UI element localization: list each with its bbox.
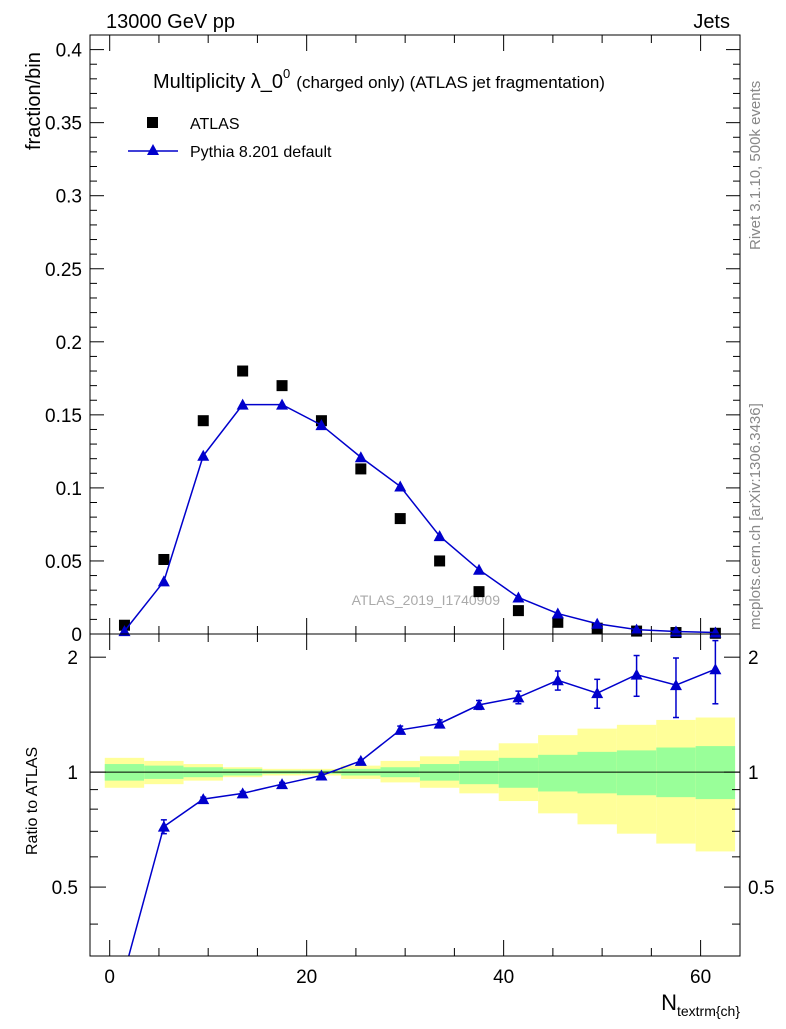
- pythia-data-point: [118, 625, 131, 637]
- header-process: Jets: [693, 11, 730, 33]
- ratio-y-tick-labels: 0.5 0.5 1 1 2 2: [52, 648, 775, 899]
- ratio-data-point: [473, 698, 486, 710]
- atlas-data-point: [276, 380, 288, 392]
- ratio-data-point: [236, 787, 249, 799]
- ratio-data-point: [709, 663, 722, 675]
- main-ticks: [90, 35, 740, 635]
- legend-pythia-label: Pythia 8.201 default: [190, 144, 332, 161]
- pythia-data-point: [197, 449, 210, 461]
- main-marks: [118, 365, 722, 639]
- ratio-data-point: [591, 687, 604, 699]
- ratio-data-point: [433, 717, 446, 729]
- rivet-version-label: Rivet 3.1.10, 500k events: [747, 81, 764, 250]
- ratio-frame: [89, 633, 741, 957]
- pythia-data-point: [394, 480, 407, 492]
- main-y-tick-label: 0.25: [45, 260, 82, 281]
- atlas-data-point: [197, 415, 209, 427]
- ratio-data-point: [551, 674, 564, 686]
- ratio-ticks: [90, 634, 740, 956]
- ratio-y-tick-label-right: 2: [748, 648, 759, 669]
- x-axis-label: Ntextrm{ch}: [661, 990, 740, 1019]
- main-y-tick-label: 0.05: [45, 552, 82, 573]
- ratio-band-inner: [538, 754, 578, 792]
- x-tick-label: 60: [690, 967, 711, 988]
- ratio-line: [127, 668, 716, 956]
- main-y-tick-label: 0.35: [45, 114, 82, 135]
- atlas-data-point: [158, 553, 170, 565]
- legend-atlas-label: ATLAS: [190, 116, 240, 133]
- header-energy: 13000 GeV pp: [106, 11, 235, 33]
- atlas-data-point: [512, 605, 524, 617]
- ratio-data-point: [354, 754, 367, 766]
- atlas-data-point: [552, 616, 564, 628]
- chart-title-superscript: 0: [283, 66, 290, 81]
- ratio-band-inner: [616, 750, 657, 796]
- pythia-data-point: [236, 398, 249, 410]
- ratio-data-point: [276, 778, 289, 790]
- ratio-y-tick-label-right: 1: [748, 763, 759, 784]
- atlas-data-point: [355, 463, 367, 475]
- ratio-marks: [127, 639, 722, 956]
- pythia-data-point: [433, 530, 446, 542]
- pythia-data-point: [512, 591, 525, 603]
- pythia-data-point: [551, 607, 564, 619]
- main-y-tick-label: 0.15: [45, 406, 82, 427]
- legend-pythia-marker: [147, 144, 159, 155]
- ratio-data-point: [197, 793, 210, 805]
- chart-title: Multiplicity λ_00 (charged only) (ATLAS j…: [153, 66, 605, 93]
- x-tick-labels: 0 20 40 60: [104, 967, 711, 988]
- x-tick-label: 20: [296, 967, 317, 988]
- chart-title-main: Multiplicity λ_0: [153, 71, 283, 93]
- main-y-axis-label: fraction/bin: [23, 52, 45, 150]
- main-y-tick-label: 0.4: [56, 41, 83, 62]
- ratio-data-point: [315, 769, 328, 781]
- atlas-data-point: [434, 555, 446, 567]
- pythia-data-point: [157, 575, 170, 587]
- main-y-tick-labels: 0 0.05 0.1 0.15 0.2 0.25 0.3 0.35 0.4: [45, 41, 82, 646]
- atlas-data-point: [473, 586, 485, 598]
- main-panel: fraction/bin Multiplicity λ_00 (charged o…: [23, 34, 741, 646]
- pythia-data-point: [354, 451, 367, 463]
- ratio-band-inner: [498, 757, 539, 788]
- x-axis-label-main: N: [661, 990, 677, 1015]
- chart-title-rest: (charged only) (ATLAS jet fragmentation): [296, 73, 605, 92]
- pythia-data-point: [630, 623, 643, 635]
- ratio-data-point: [512, 691, 525, 703]
- ratio-series-group: [127, 639, 722, 956]
- ratio-data-point: [630, 668, 643, 680]
- atlas-data-point: [237, 365, 249, 377]
- ratio-y-axis-label: Ratio to ATLAS: [24, 747, 41, 855]
- main-y-tick-label: 0.1: [56, 479, 82, 500]
- x-tick-label: 40: [493, 967, 514, 988]
- analysis-watermark: ATLAS_2019_I1740909: [352, 592, 501, 608]
- atlas-data-point: [394, 513, 406, 525]
- ratio-y-tick-label: 0.5: [52, 878, 78, 899]
- pythia-data-point: [315, 419, 328, 431]
- legend: ATLAS Pythia 8.201 default: [128, 116, 332, 161]
- ratio-y-tick-label-right: 0.5: [748, 878, 774, 899]
- ratio-y-tick-label: 2: [67, 648, 78, 669]
- main-frame: [89, 34, 741, 635]
- x-axis-label-sub: textrm{ch}: [677, 1003, 740, 1019]
- ratio-bands: [104, 717, 736, 852]
- ratio-data-point: [394, 723, 407, 735]
- main-y-tick-label: 0.2: [56, 333, 82, 354]
- ratio-y-tick-label: 1: [67, 763, 78, 784]
- ratio-data-point: [669, 679, 682, 691]
- pythia-data-point: [709, 626, 722, 638]
- ratio-data-point: [157, 820, 170, 832]
- pythia-data-point: [591, 617, 604, 629]
- legend-atlas-marker: [147, 117, 158, 128]
- pythia-data-point: [473, 563, 486, 575]
- main-y-tick-label: 0.3: [56, 187, 82, 208]
- pythia-line: [123, 403, 716, 634]
- mcplots-label: mcplots.cern.ch [arXiv:1306.3436]: [747, 403, 764, 630]
- pythia-data-point: [276, 398, 289, 410]
- x-tick-label: 0: [104, 967, 115, 988]
- main-y-tick-label: 0: [71, 625, 82, 646]
- ratio-panel: Ratio to ATLAS 0.5 0.5 1 1 2 2: [24, 633, 775, 957]
